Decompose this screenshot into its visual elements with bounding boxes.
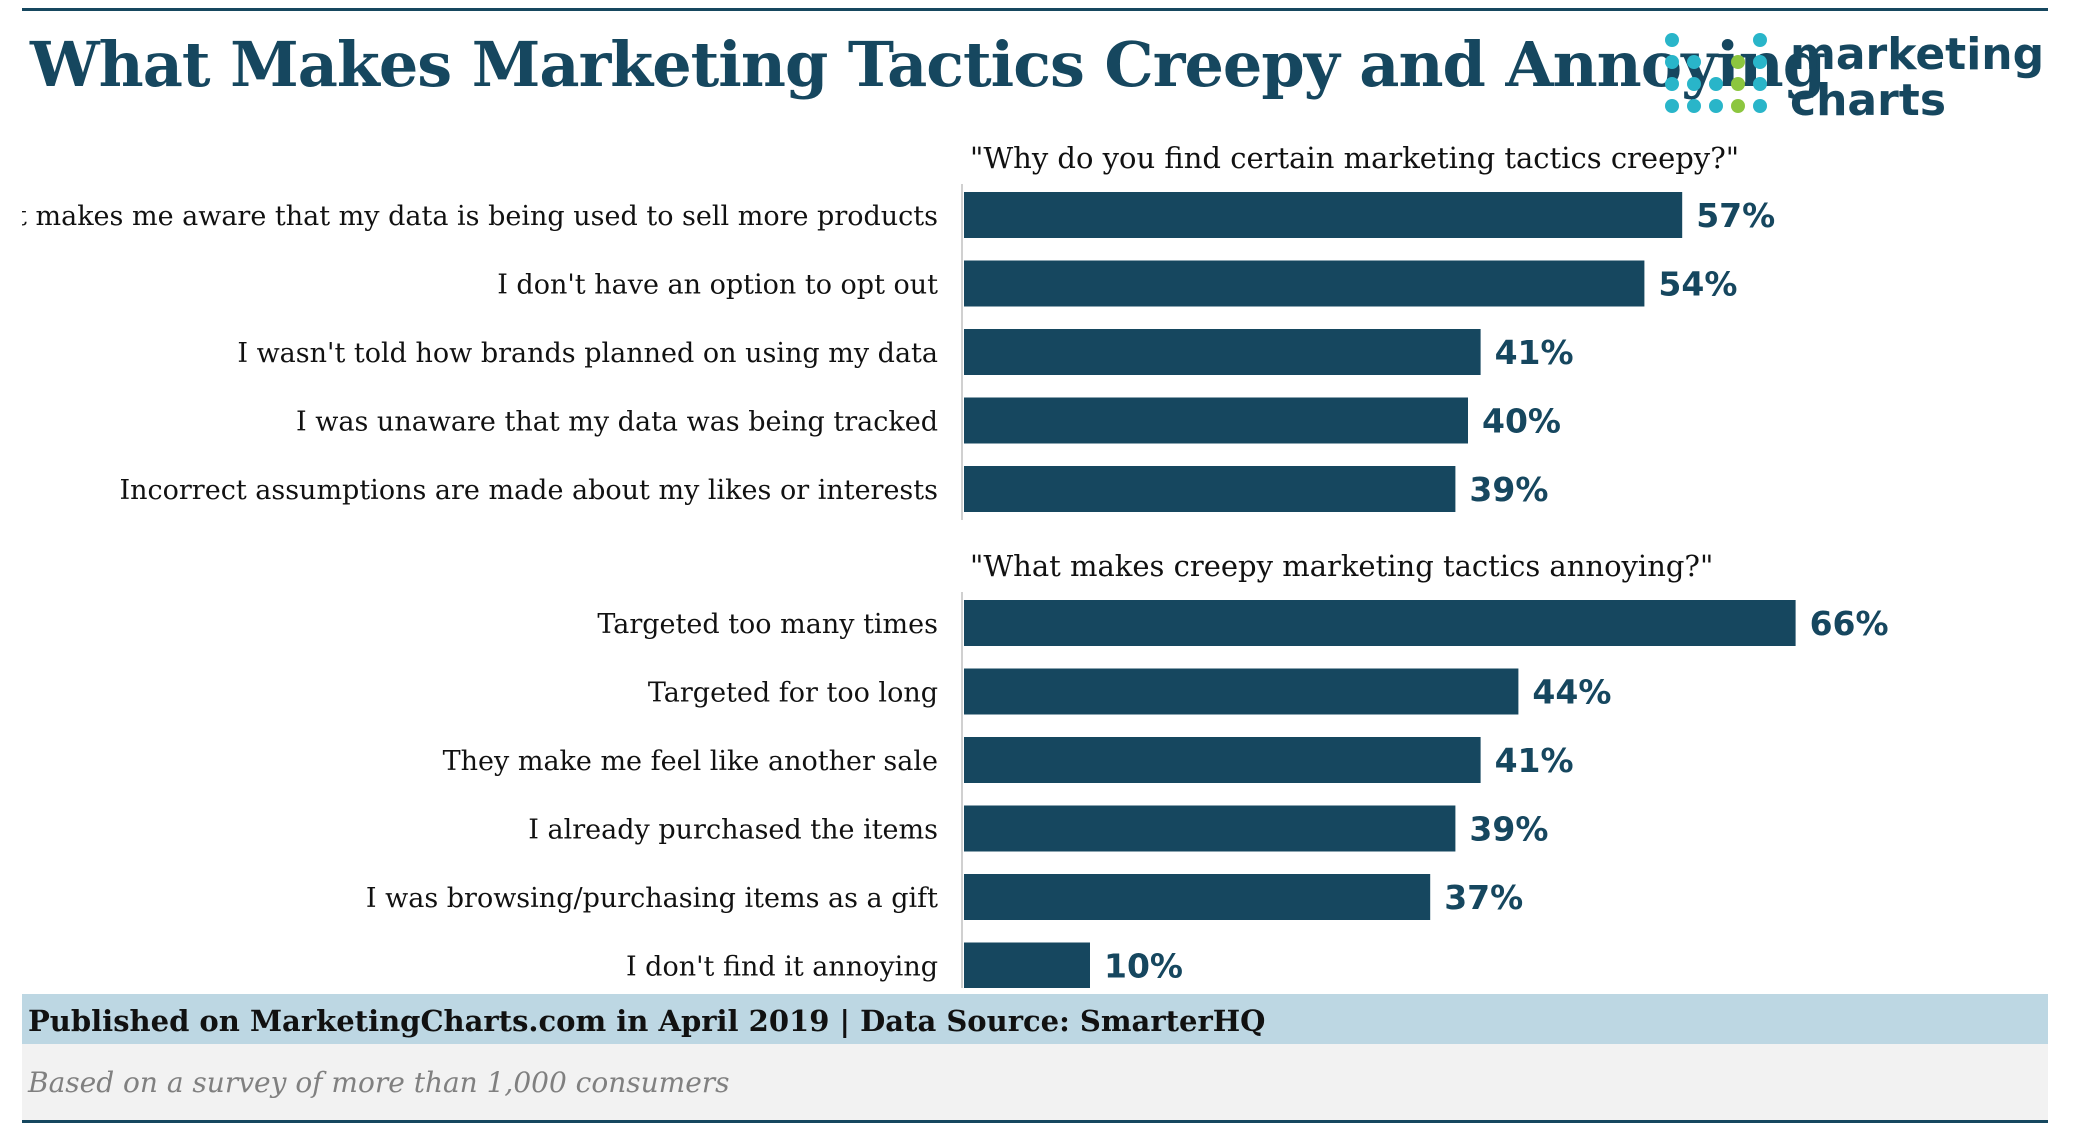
group-subtitle: "Why do you find certain marketing tacti… [970,141,1739,175]
value-label: 44% [1532,673,1611,712]
published-source-text: Published on MarketingCharts.com in Apri… [28,1004,1266,1038]
value-label: 40% [1482,402,1561,441]
category-label: I already purchased the items [528,815,938,846]
logo-dot [1753,99,1767,113]
top-rule [22,8,2048,11]
bar-chart-svg: "Why do you find certain marketing tacti… [22,141,1889,988]
group-subtitle: "What makes creepy marketing tactics ann… [970,549,1713,583]
bar [964,668,1519,715]
logo-dot [1753,55,1767,69]
bar [964,260,1645,307]
category-label: They make me feel like another sale [443,746,938,777]
value-label: 66% [1810,604,1889,643]
logo-text: marketing charts [1790,32,2044,124]
category-label: It makes me aware that my data is being … [22,201,938,232]
chart-frame: What Makes Marketing Tactics Creepy and … [22,8,2048,1123]
bar [964,737,1481,783]
value-label: 37% [1444,878,1523,917]
logo-dot [1731,77,1745,91]
value-label: 54% [1658,265,1737,304]
value-label: 39% [1469,470,1548,509]
bar [964,329,1481,375]
category-label: I don't find it annoying [626,952,938,983]
logo-dot [1665,77,1679,91]
bar [964,466,1456,512]
survey-note: Based on a survey of more than 1,000 con… [28,1066,730,1099]
logo-dot [1665,55,1679,69]
logo-dot [1687,77,1701,91]
bar [964,942,1090,988]
logo-dot [1731,99,1745,113]
logo-line-1: marketing [1790,29,2045,80]
bar [964,397,1468,444]
category-label: Targeted too many times [597,609,938,640]
value-label: 41% [1495,741,1574,780]
logo-dot [1665,99,1679,113]
bar [964,805,1456,852]
category-label: I was browsing/purchasing items as a gif… [366,883,938,914]
value-label: 39% [1469,810,1548,849]
bar-chart: "Why do you find certain marketing tacti… [22,128,2048,988]
logo-dot [1687,55,1701,69]
bar [964,600,1796,646]
chart-title: What Makes Marketing Tactics Creepy and … [30,28,1826,101]
note-band: Based on a survey of more than 1,000 con… [22,1044,2048,1120]
logo-dot [1709,99,1723,113]
marketingcharts-logo: marketing charts [1662,30,2044,140]
category-label: Incorrect assumptions are made about my … [119,475,938,506]
value-label: 57% [1696,196,1775,235]
logo-line-2: charts [1790,75,1947,126]
logo-dot [1665,33,1679,47]
value-label: 41% [1495,333,1574,372]
value-label: 10% [1104,947,1183,986]
category-label: Targeted for too long [648,678,938,709]
logo-dot [1753,77,1767,91]
logo-dots-icon [1665,33,1767,113]
logo-dot [1731,55,1745,69]
logo-dot [1709,77,1723,91]
footer-band: Published on MarketingCharts.com in Apri… [22,994,2048,1044]
category-label: I was unaware that my data was being tra… [296,407,938,438]
bar [964,874,1431,920]
category-label: I wasn't told how brands planned on usin… [237,338,938,369]
bar [964,192,1683,238]
category-label: I don't have an option to opt out [497,270,938,301]
bottom-rule [22,1120,2048,1123]
logo-dot [1687,99,1701,113]
logo-dot [1753,33,1767,47]
